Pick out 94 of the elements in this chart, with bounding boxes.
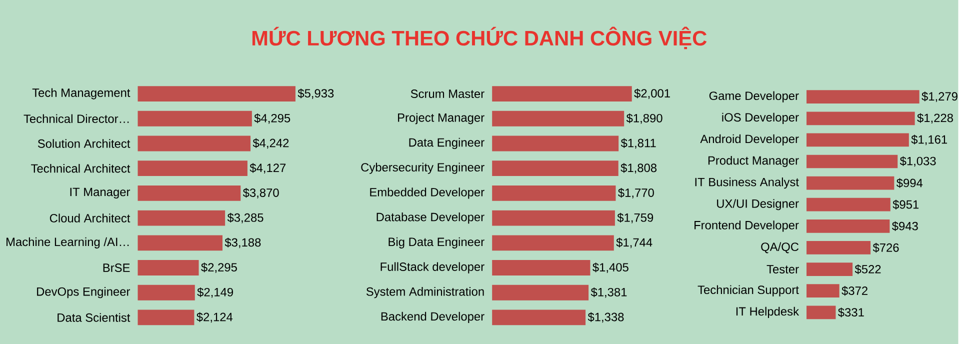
- bar: [806, 198, 890, 212]
- bar: [138, 86, 296, 102]
- bar: [806, 240, 871, 254]
- y-tick-label: Cloud Architect: [50, 214, 130, 222]
- y-tick-label: Big Data Engineer: [388, 237, 484, 248]
- bar: [492, 310, 586, 325]
- y-tick-label: System Administration: [366, 286, 484, 298]
- data-label: $994: [896, 178, 923, 188]
- data-label: $1,033: [900, 156, 936, 167]
- bar: [806, 90, 920, 104]
- y-tick-label: DevOps Engineer: [37, 286, 130, 298]
- data-label: $4,127: [250, 162, 286, 174]
- bar: [138, 260, 199, 276]
- bar: [138, 310, 194, 325]
- y-tick-label: Scrum Master: [410, 89, 484, 98]
- bar: [492, 284, 589, 300]
- y-tick-label: Technical Director…: [24, 114, 129, 123]
- bar: [492, 235, 614, 250]
- y-tick-label: IT Helpdesk: [736, 306, 800, 318]
- y-tick-label: FullStack developer: [380, 262, 484, 274]
- y-tick-label: QA/QC: [761, 242, 799, 254]
- bar: [806, 284, 840, 298]
- data-label: $943: [892, 221, 918, 231]
- y-tick-label: Solution Architect: [38, 138, 130, 148]
- y-tick-label: Data Scientist: [58, 312, 130, 322]
- data-label: $372: [842, 286, 868, 296]
- data-label: $1,759: [617, 212, 654, 224]
- bar: [806, 112, 915, 125]
- y-tick-label: Cybersecurity Engineer: [361, 162, 484, 174]
- y-tick-label: Data Engineer: [409, 138, 484, 149]
- bar: [492, 110, 624, 126]
- text: MỨC LƯƠNG THEO CHỨC DANH CÔNG VIỆC: [252, 26, 707, 49]
- y-tick-label: Technician Support: [698, 285, 799, 296]
- y-tick-label: Android Developer: [700, 134, 799, 146]
- bar: [492, 86, 632, 102]
- bar: [492, 210, 615, 226]
- bar: [806, 154, 898, 168]
- bar: [138, 235, 222, 250]
- data-label: $1,279: [922, 91, 958, 102]
- data-label: $951: [892, 200, 919, 210]
- bar: [492, 185, 616, 201]
- data-label: $3,285: [227, 212, 264, 224]
- bar: [806, 133, 909, 146]
- y-tick-label: Tech Management: [32, 88, 130, 100]
- data-label: $1,381: [590, 287, 627, 298]
- y-tick-label: Frontend Developer: [694, 220, 799, 232]
- bar: [138, 110, 252, 126]
- data-label: $726: [872, 242, 899, 252]
- bar: [492, 136, 619, 152]
- bar: [138, 185, 241, 201]
- bar: [806, 176, 894, 190]
- y-tick-label: Product Manager: [708, 156, 799, 167]
- y-tick-label: iOS Developer: [722, 112, 799, 124]
- data-label: $2,149: [197, 287, 233, 298]
- bar: [138, 160, 248, 176]
- data-label: $522: [854, 264, 881, 274]
- y-tick-label: Technical Architect: [31, 164, 130, 173]
- data-label: $1,161: [911, 134, 948, 145]
- data-label: $2,295: [201, 262, 237, 273]
- data-label: $2,124: [196, 312, 233, 322]
- y-tick-label: Tester: [766, 264, 799, 274]
- y-tick-label: Game Developer: [709, 91, 799, 102]
- data-label: $5,933: [298, 88, 334, 99]
- bar: [492, 160, 618, 176]
- y-tick-label: Embedded Developer: [370, 187, 484, 199]
- data-label: $3,870: [242, 188, 279, 198]
- y-tick-label: Project Manager: [398, 112, 484, 124]
- data-label: $1,808: [620, 162, 657, 174]
- bar: [806, 219, 890, 233]
- bar: [806, 306, 836, 319]
- data-label: $3,188: [224, 238, 261, 248]
- bar: [138, 210, 226, 226]
- y-tick-label: Backend Developer: [381, 312, 484, 323]
- data-label: $331: [838, 307, 864, 318]
- data-label: $1,338: [588, 312, 624, 322]
- bar: [138, 284, 195, 300]
- data-label: $1,890: [626, 113, 662, 124]
- data-label: $1,770: [618, 188, 654, 198]
- y-tick-label: UX/UI Designer: [717, 198, 799, 210]
- y-tick-label: Database Developer: [376, 212, 484, 224]
- y-tick-label: IT Business Analyst: [695, 177, 799, 188]
- bar: [492, 260, 590, 276]
- y-tick-label: Machine Learning /AI…: [6, 237, 129, 248]
- data-label: $1,228: [917, 113, 953, 124]
- y-tick-label: BrSE: [103, 263, 130, 272]
- data-label: $1,405: [592, 262, 628, 273]
- data-label: $4,295: [254, 113, 290, 124]
- data-label: $1,811: [620, 138, 656, 148]
- data-label: $4,242: [252, 138, 289, 148]
- bar: [806, 262, 853, 276]
- bar: [138, 136, 251, 152]
- y-tick-label: IT Manager: [70, 188, 130, 198]
- data-label: $1,744: [616, 238, 652, 248]
- data-label: $2,001: [634, 88, 670, 99]
